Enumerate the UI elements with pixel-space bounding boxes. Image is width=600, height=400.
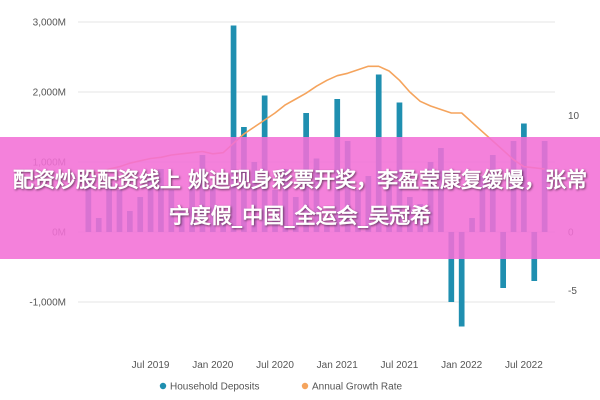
legend-label-household-deposits: Household Deposits xyxy=(170,382,260,393)
household-deposits-bar xyxy=(500,232,507,288)
overlay-headline: 配资炒股配资线上 姚迪现身彩票开奖，李盈莹康复缓慢，张常宁度假_中国_全运会_吴… xyxy=(12,168,588,228)
household-deposits-bar xyxy=(230,25,237,232)
left-tick-label: -1,000M xyxy=(29,298,66,309)
legend: Household Deposits Annual Growth Rate xyxy=(159,382,402,393)
right-tick-label: 10 xyxy=(568,111,580,122)
x-tick-label: Jan 2021 xyxy=(317,360,359,371)
legend-marker-household-deposits xyxy=(159,382,167,390)
legend-marker-annual-growth-rate xyxy=(301,382,309,390)
right-tick-label: -5 xyxy=(568,286,577,297)
x-tick-label: Jul 2021 xyxy=(381,360,419,371)
left-tick-label: 3,000M xyxy=(33,18,66,29)
household-deposits-bar xyxy=(458,232,465,327)
x-tick-label: Jul 2019 xyxy=(132,360,170,371)
legend-label-annual-growth-rate: Annual Growth Rate xyxy=(312,382,402,393)
x-tick-label: Jan 2020 xyxy=(192,360,234,371)
x-tick-label: Jan 2022 xyxy=(441,360,483,371)
overlay-banner: 配资炒股配资线上 姚迪现身彩票开奖，李盈莹康复缓慢，张常宁度假_中国_全运会_吴… xyxy=(0,137,600,259)
x-tick-label: Jul 2022 xyxy=(505,360,543,371)
x-axis: Jul 2019 Jan 2020 Jul 2020 Jan 2021 Jul 2021… xyxy=(132,360,544,371)
left-tick-label: 2,000M xyxy=(33,88,66,99)
x-tick-label: Jul 2020 xyxy=(256,360,294,371)
household-deposits-bar xyxy=(448,232,455,302)
